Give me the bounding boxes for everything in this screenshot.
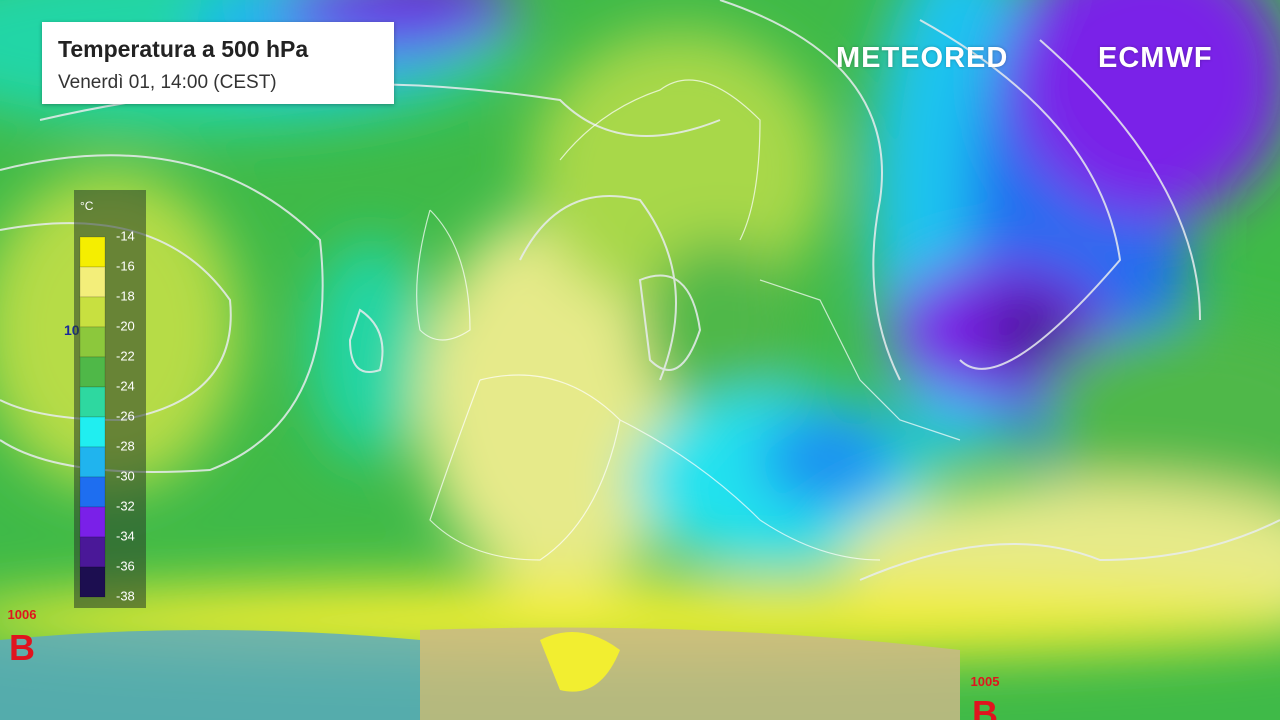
legend-swatch (79, 416, 106, 448)
legend-label: -38 (116, 588, 135, 603)
borders (416, 79, 961, 561)
legend-swatch (79, 446, 106, 478)
legend-label: -30 (116, 468, 135, 483)
legend: -14 -16 -18 -20 -22 -24 -26 -28 -30 -32 -34 -36 -38 (79, 228, 135, 603)
legend-swatch (79, 236, 106, 268)
legend-swatch (79, 506, 106, 538)
logo-ecmwf: ECMWF (1098, 42, 1213, 74)
legend-swatch (79, 296, 106, 328)
warm-patch (540, 632, 620, 692)
legend-label: -24 (116, 378, 135, 393)
legend-unit: °C (80, 199, 94, 213)
legend-swatch (79, 476, 106, 508)
legend-swatch (79, 566, 106, 598)
legend-swatch (79, 356, 106, 388)
pressure-center: B (9, 627, 35, 668)
map-title: Temperatura a 500 hPa (58, 36, 309, 62)
pressure-value: 1005 (971, 674, 1000, 689)
legend-label: -22 (116, 348, 135, 363)
legend-swatch (79, 326, 106, 358)
title-panel: Temperatura a 500 hPa Venerdì 01, 14:00 … (42, 22, 394, 104)
legend-swatch (79, 266, 106, 298)
sea-area (0, 630, 420, 720)
map-subtitle: Venerdì 01, 14:00 (CEST) (58, 72, 277, 93)
legend-label: -32 (116, 498, 135, 513)
legend-label: -34 (116, 528, 135, 543)
legend-label: -14 (116, 228, 135, 243)
legend-label: -28 (116, 438, 135, 453)
legend-label: -20 (116, 318, 135, 333)
legend-label: -36 (116, 558, 135, 573)
legend-label: -16 (116, 258, 135, 273)
legend-label: -18 (116, 288, 135, 303)
pressure-center: B (972, 693, 998, 720)
logo-meteored: METEORED (836, 42, 1009, 74)
legend-swatch (79, 386, 106, 418)
legend-label: -26 (116, 408, 135, 423)
legend-swatch (79, 536, 106, 568)
pressure-value: 1006 (8, 607, 37, 622)
